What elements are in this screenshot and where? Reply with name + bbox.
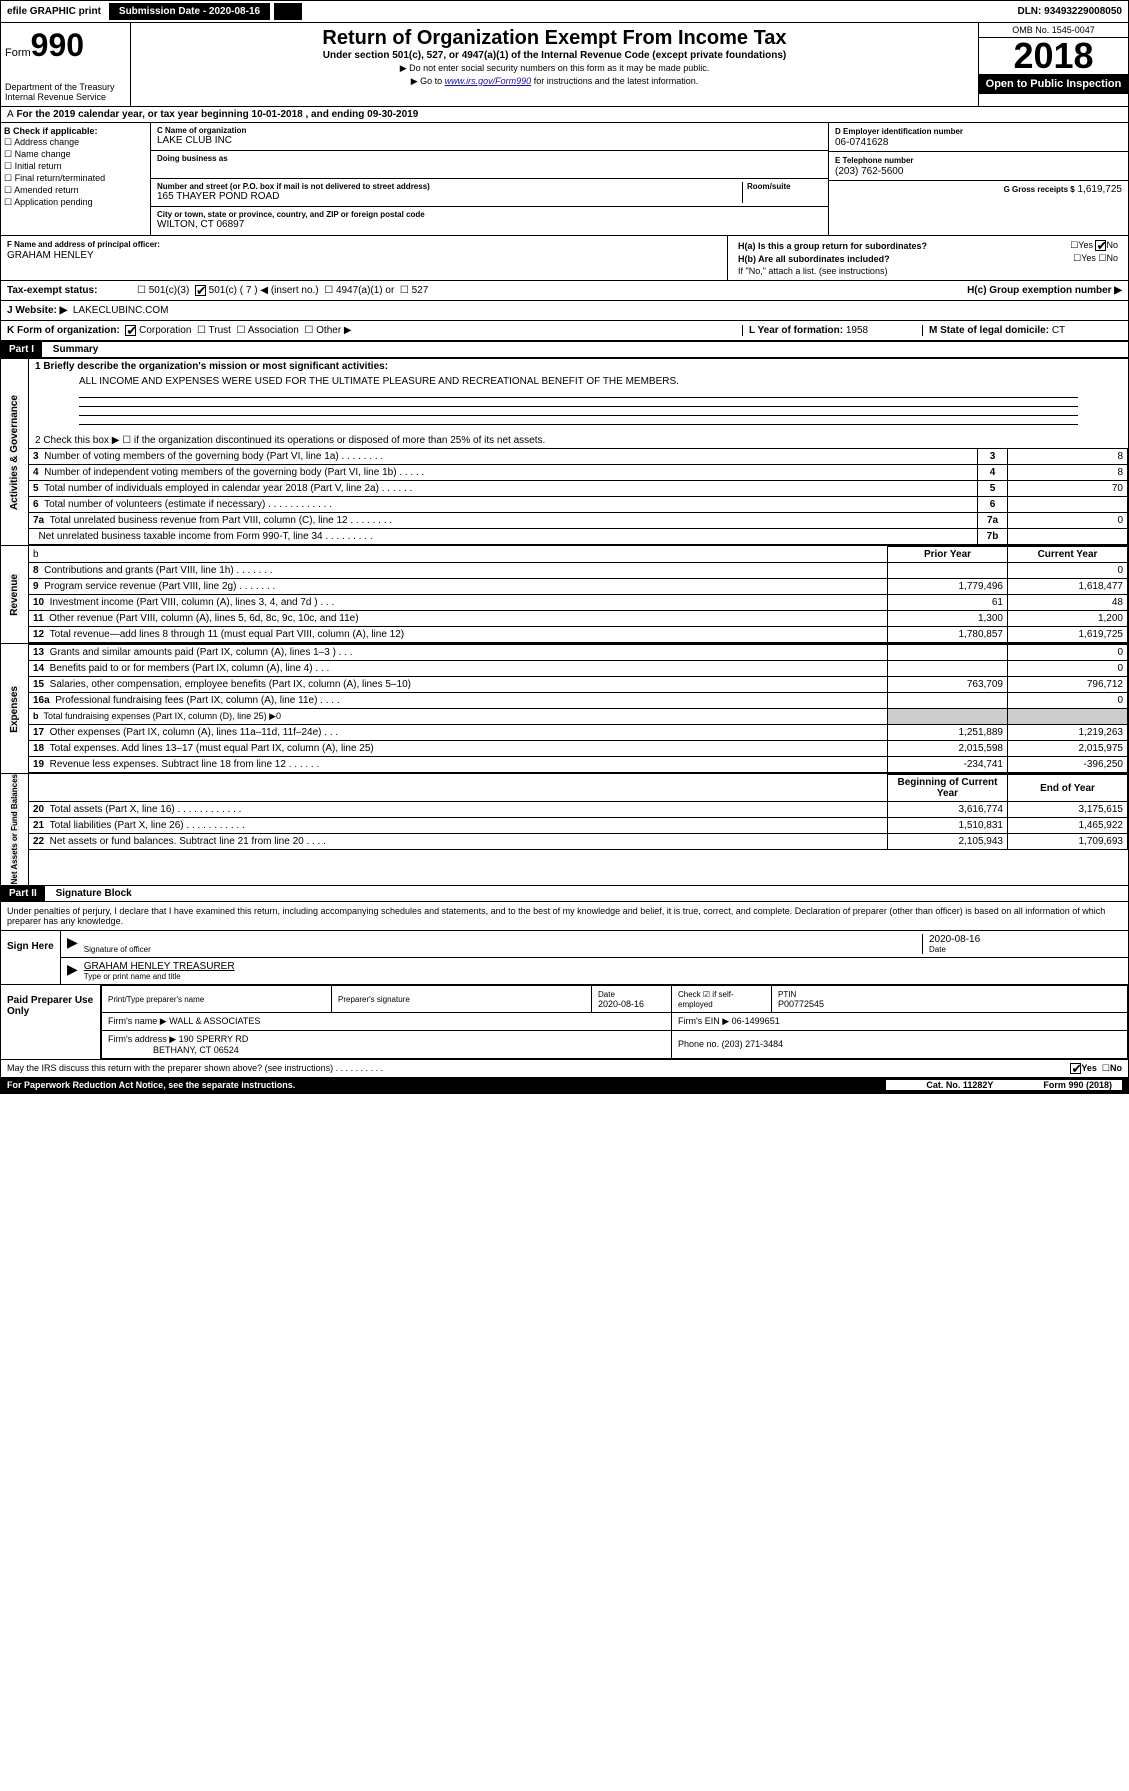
efile-label: efile GRAPHIC print xyxy=(1,4,107,19)
table-revenue: bPrior YearCurrent Year 8 Contributions … xyxy=(29,546,1128,643)
officer-name: GRAHAM HENLEY xyxy=(7,250,94,261)
info-grid: B Check if applicable: ☐ Address change … xyxy=(1,123,1128,236)
phone-value: (203) 762-5600 xyxy=(835,166,903,177)
ein-label: D Employer identification number xyxy=(835,127,963,136)
addr-label: Number and street (or P.O. box if mail i… xyxy=(157,182,742,191)
discuss-yes-checkbox[interactable] xyxy=(1070,1063,1081,1074)
section-activities: Activities & Governance 1 Briefly descri… xyxy=(1,358,1128,545)
form-prefix: Form xyxy=(5,47,31,59)
dln-label: DLN: 93493229008050 xyxy=(1011,4,1128,19)
line1-label: 1 Briefly describe the organization's mi… xyxy=(29,359,1128,374)
opt-501c[interactable]: 501(c) ( 7 ) ◀ (insert no.) xyxy=(195,285,319,296)
room-label: Room/suite xyxy=(747,182,822,191)
section-expenses: Expenses 13 Grants and similar amounts p… xyxy=(1,643,1128,773)
box-b-label: B Check if applicable: xyxy=(4,126,147,136)
line2: 2 Check this box ▶ ☐ if the organization… xyxy=(29,433,1128,448)
box-i: Tax-exempt status: ☐ 501(c)(3) 501(c) ( … xyxy=(1,281,1128,301)
note-2: ▶ Go to www.irs.gov/Form990 for instruct… xyxy=(135,76,974,87)
addr-value: 165 THAYER POND ROAD xyxy=(157,191,279,202)
box-l: L Year of formation: 1958 xyxy=(742,325,922,336)
opt-527[interactable]: ☐ 527 xyxy=(400,285,428,296)
gross-receipts-label: G Gross receipts $ xyxy=(1004,185,1075,194)
paid-preparer-label: Paid Preparer Use Only xyxy=(1,985,101,1059)
fh-row: F Name and address of principal officer:… xyxy=(1,236,1128,281)
form-container: efile GRAPHIC print Submission Date - 20… xyxy=(0,0,1129,1094)
discuss-row: May the IRS discuss this return with the… xyxy=(1,1059,1128,1077)
header-left: Form990 Department of the Treasury Inter… xyxy=(1,23,131,106)
chk-final-return[interactable]: ☐ Final return/terminated xyxy=(4,173,147,184)
website-value: LAKECLUBINC.COM xyxy=(73,305,169,316)
paid-preparer-section: Paid Preparer Use Only Print/Type prepar… xyxy=(1,984,1128,1059)
side-net-assets: Net Assets or Fund Balances xyxy=(10,774,19,884)
section-revenue: Revenue bPrior YearCurrent Year 8 Contri… xyxy=(1,545,1128,643)
sign-here-label: Sign Here xyxy=(1,931,61,984)
org-name: LAKE CLUB INC xyxy=(157,135,232,146)
period-row: A For the 2019 calendar year, or tax yea… xyxy=(1,107,1128,123)
section-net-assets: Net Assets or Fund Balances Beginning of… xyxy=(1,773,1128,884)
opt-4947[interactable]: ☐ 4947(a)(1) or xyxy=(324,285,394,296)
form-subtitle: Under section 501(c), 527, or 4947(a)(1)… xyxy=(135,50,974,61)
open-public-label: Open to Public Inspection xyxy=(979,74,1128,94)
ha-no-checkbox[interactable] xyxy=(1095,240,1106,251)
part2-header: Part II Signature Block xyxy=(1,885,1128,902)
ein-value: 06-0741628 xyxy=(835,137,888,148)
box-c: C Name of organization LAKE CLUB INC Doi… xyxy=(151,123,828,235)
declaration-text: Under penalties of perjury, I declare th… xyxy=(1,902,1128,931)
box-k: K Form of organization: Corporation ☐ Tr… xyxy=(7,325,742,336)
gross-receipts-value: 1,619,725 xyxy=(1078,184,1123,195)
form-title: Return of Organization Exempt From Incom… xyxy=(135,27,974,50)
name-arrow-icon: ▶ xyxy=(67,961,78,981)
org-name-label: C Name of organization xyxy=(157,126,822,135)
phone-label: E Telephone number xyxy=(835,156,914,165)
department-label: Department of the Treasury Internal Reve… xyxy=(5,82,126,102)
irs-link[interactable]: www.irs.gov/Form990 xyxy=(445,76,532,86)
chk-name-change[interactable]: ☐ Name change xyxy=(4,149,147,160)
tax-year: 2018 xyxy=(979,38,1128,74)
header-center: Return of Organization Exempt From Incom… xyxy=(131,23,978,106)
side-activities: Activities & Governance xyxy=(9,395,20,510)
table-net-assets: Beginning of Current YearEnd of Year 20 … xyxy=(29,774,1128,850)
line1-value: ALL INCOME AND EXPENSES WERE USED FOR TH… xyxy=(29,374,1128,389)
sign-here-section: Sign Here ▶ Signature of officer 2020-08… xyxy=(1,931,1128,984)
table-expenses: 13 Grants and similar amounts paid (Part… xyxy=(29,644,1128,773)
submission-date-button[interactable]: Submission Date - 2020-08-16 xyxy=(109,3,270,20)
box-h: H(a) Is this a group return for subordin… xyxy=(728,236,1128,280)
header-right: OMB No. 1545-0047 2018 Open to Public In… xyxy=(978,23,1128,106)
chk-address-change[interactable]: ☐ Address change xyxy=(4,137,147,148)
city-value: WILTON, CT 06897 xyxy=(157,219,244,230)
form-header: Form990 Department of the Treasury Inter… xyxy=(1,23,1128,107)
opt-501c3[interactable]: ☐ 501(c)(3) xyxy=(137,285,189,296)
box-b: B Check if applicable: ☐ Address change … xyxy=(1,123,151,235)
table-governance: 3 Number of voting members of the govern… xyxy=(29,448,1128,545)
chk-amended-return[interactable]: ☐ Amended return xyxy=(4,185,147,196)
box-de: D Employer identification number 06-0741… xyxy=(828,123,1128,235)
footer-bar: For Paperwork Reduction Act Notice, see … xyxy=(1,1077,1128,1093)
part1-header: Part I Summary xyxy=(1,342,1128,358)
dba-label: Doing business as xyxy=(157,154,822,163)
box-m: M State of legal domicile: CT xyxy=(922,325,1122,336)
officer-printed-name: GRAHAM HENLEY TREASURER xyxy=(84,961,1122,972)
box-j: J Website: ▶ LAKECLUBINC.COM xyxy=(1,301,1128,321)
signature-arrow-icon: ▶ xyxy=(67,934,78,954)
preparer-table: Print/Type preparer's name Preparer's si… xyxy=(101,985,1128,1059)
side-revenue: Revenue xyxy=(9,574,20,616)
form-number: 990 xyxy=(31,27,84,63)
top-bar: efile GRAPHIC print Submission Date - 20… xyxy=(1,1,1128,23)
blank-button[interactable] xyxy=(274,3,302,20)
k-corp-checkbox[interactable] xyxy=(125,325,136,336)
klm-row: K Form of organization: Corporation ☐ Tr… xyxy=(1,321,1128,342)
note-1: ▶ Do not enter social security numbers o… xyxy=(135,63,974,74)
chk-application-pending[interactable]: ☐ Application pending xyxy=(4,197,147,208)
city-label: City or town, state or province, country… xyxy=(157,210,822,219)
side-expenses: Expenses xyxy=(9,686,20,733)
chk-initial-return[interactable]: ☐ Initial return xyxy=(4,161,147,172)
box-f: F Name and address of principal officer:… xyxy=(1,236,728,280)
